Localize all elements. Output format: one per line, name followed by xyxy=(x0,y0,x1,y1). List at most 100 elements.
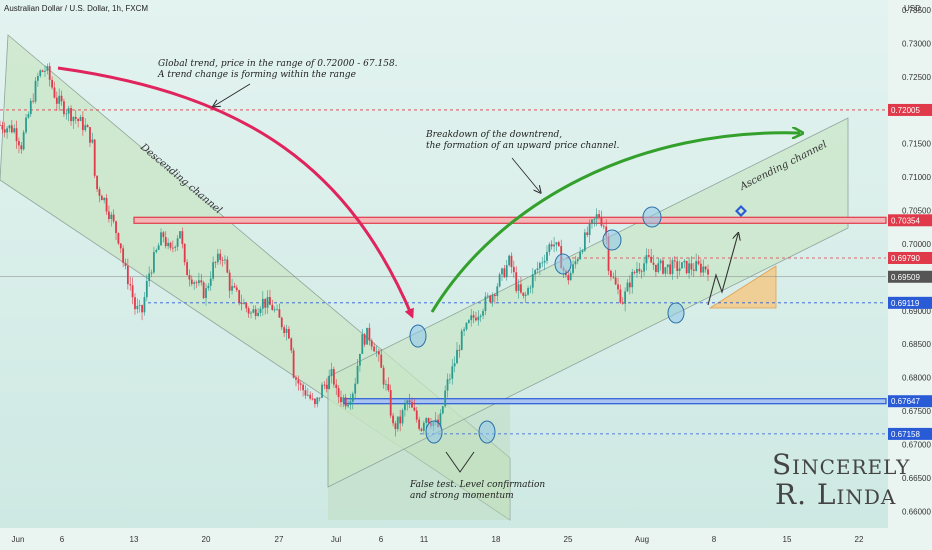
candle-body xyxy=(375,351,378,353)
candle-body xyxy=(242,303,245,305)
candle-body xyxy=(74,116,77,119)
candle-body xyxy=(169,242,172,248)
candle-body xyxy=(15,128,18,142)
candle-body xyxy=(489,295,492,303)
candle-body xyxy=(252,309,255,313)
candle-body xyxy=(624,291,627,304)
y-tick-label: 0.73000 xyxy=(902,39,931,48)
candle-body xyxy=(465,322,468,330)
candle-body xyxy=(517,284,520,291)
candle-body xyxy=(115,221,117,233)
candle-body xyxy=(638,268,641,272)
candle-body xyxy=(164,237,167,247)
candle-body xyxy=(126,265,129,285)
candle-body xyxy=(633,271,636,273)
candle-body xyxy=(183,243,186,263)
candle-body xyxy=(704,266,707,270)
candle-body xyxy=(216,253,219,263)
candle-body xyxy=(394,423,397,430)
candle-body xyxy=(328,375,331,389)
candle-body xyxy=(444,390,447,407)
price-tag-label: 0.70354 xyxy=(891,216,920,225)
candle-body xyxy=(297,379,300,384)
green-trend-arrow xyxy=(430,133,800,313)
candle-body xyxy=(645,255,648,264)
candle-body xyxy=(53,87,56,98)
candle-body xyxy=(48,66,51,80)
candle-body xyxy=(368,327,371,341)
touch-circle xyxy=(642,206,662,228)
candle-body xyxy=(662,260,664,274)
candle-body xyxy=(167,242,170,247)
price-tag-label: 0.69119 xyxy=(891,299,920,308)
red-trend-arrow xyxy=(57,66,414,319)
candle-body xyxy=(683,260,686,263)
y-tick-label: 0.67000 xyxy=(902,440,931,449)
candle-body xyxy=(534,270,537,275)
candle-body xyxy=(136,305,139,310)
time-axis[interactable]: Jun 6 13 20 27 Jul 6 11 18 25 Aug 8 15 22 xyxy=(12,535,864,544)
x-tick-label: 27 xyxy=(275,535,284,544)
candle-body xyxy=(228,272,231,291)
touch-circle xyxy=(554,253,572,275)
candle-body xyxy=(657,263,660,273)
false-test-note: False test. Level confirmation xyxy=(409,480,545,490)
candle-body xyxy=(340,397,342,403)
chart-title: Australian Dollar / U.S. Dollar, 1h, FXC… xyxy=(4,4,148,13)
candle-body xyxy=(266,297,269,308)
candle-body xyxy=(699,263,702,273)
y-tick-label: 0.70000 xyxy=(902,240,931,249)
candle-body xyxy=(427,418,430,423)
candle-body xyxy=(314,398,316,405)
candle-body xyxy=(70,108,72,122)
candle-body xyxy=(93,139,96,176)
candle-body xyxy=(181,231,184,244)
x-tick-label: 22 xyxy=(855,535,864,544)
candle-body xyxy=(401,410,404,424)
candle-body xyxy=(697,261,700,264)
candle-body xyxy=(593,218,596,220)
x-tick-label: 6 xyxy=(60,535,65,544)
candle-body xyxy=(129,284,132,286)
candle-body xyxy=(406,400,409,405)
candle-body xyxy=(669,264,672,275)
candle-body xyxy=(89,127,91,143)
candle-body xyxy=(337,388,340,398)
candle-body xyxy=(515,272,518,291)
candle-body xyxy=(422,422,425,431)
x-tick-label: 6 xyxy=(379,535,384,544)
candle-body xyxy=(600,217,603,226)
candle-body xyxy=(652,262,655,265)
candle-body xyxy=(581,250,584,253)
signature-line-2: R. Linda xyxy=(775,478,896,511)
candle-body xyxy=(425,418,428,423)
candle-body xyxy=(84,125,87,131)
candle-body xyxy=(524,294,527,296)
target-marker-icon xyxy=(735,205,747,217)
candle-body xyxy=(299,383,302,385)
candle-body xyxy=(65,113,68,115)
candle-body xyxy=(138,305,141,306)
candle-body xyxy=(155,249,158,252)
candle-body xyxy=(605,226,608,237)
candle-body xyxy=(607,236,610,271)
candle-body xyxy=(27,114,30,118)
x-tick-label: 15 xyxy=(783,535,792,544)
candle-body xyxy=(583,232,586,251)
candle-body xyxy=(332,369,335,385)
candle-body xyxy=(446,379,449,391)
candle-body xyxy=(460,330,463,350)
price-axis[interactable]: 0.73500 0.73000 0.72500 0.71500 0.71000 0.705… xyxy=(902,6,931,516)
candle-body xyxy=(8,125,11,129)
candle-body xyxy=(295,377,297,380)
candle-body xyxy=(77,118,80,122)
candle-body xyxy=(659,260,662,264)
candle-body xyxy=(501,268,503,275)
candle-body xyxy=(91,139,94,143)
candle-body xyxy=(520,284,522,293)
candle-body xyxy=(134,297,136,310)
candle-body xyxy=(86,125,89,128)
price-tag-label: 0.69790 xyxy=(891,254,920,263)
candle-body xyxy=(188,275,191,280)
